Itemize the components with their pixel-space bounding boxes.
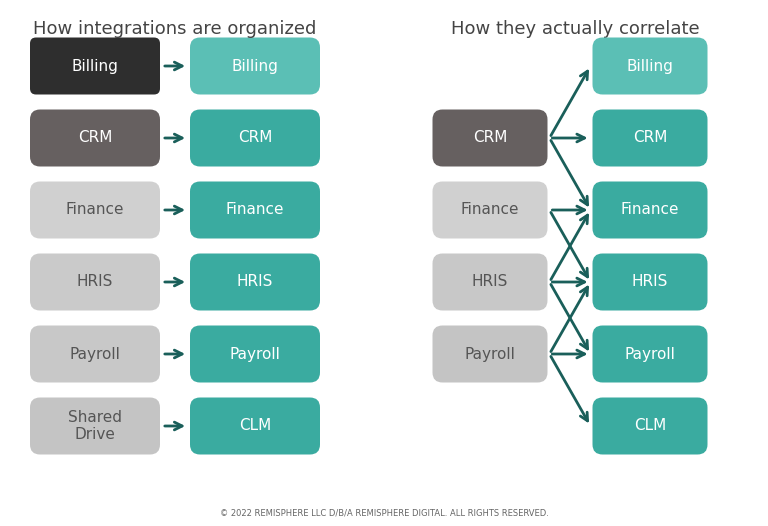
Text: Payroll: Payroll bbox=[465, 347, 515, 361]
Text: CRM: CRM bbox=[633, 130, 667, 146]
Text: Finance: Finance bbox=[621, 203, 679, 217]
FancyBboxPatch shape bbox=[432, 109, 548, 167]
FancyBboxPatch shape bbox=[190, 254, 320, 310]
Text: Billing: Billing bbox=[627, 58, 674, 74]
Text: CRM: CRM bbox=[78, 130, 112, 146]
FancyBboxPatch shape bbox=[30, 181, 160, 238]
FancyBboxPatch shape bbox=[190, 326, 320, 382]
Text: HRIS: HRIS bbox=[632, 275, 668, 289]
FancyBboxPatch shape bbox=[30, 109, 160, 167]
FancyBboxPatch shape bbox=[432, 326, 548, 382]
FancyBboxPatch shape bbox=[30, 398, 160, 454]
Text: HRIS: HRIS bbox=[237, 275, 273, 289]
Text: Finance: Finance bbox=[66, 203, 124, 217]
FancyBboxPatch shape bbox=[592, 109, 707, 167]
FancyBboxPatch shape bbox=[30, 254, 160, 310]
Text: © 2022 REMISPHERE LLC D/B/A REMISPHERE DIGITAL. ALL RIGHTS RESERVED.: © 2022 REMISPHERE LLC D/B/A REMISPHERE D… bbox=[220, 509, 548, 518]
Text: Payroll: Payroll bbox=[624, 347, 675, 361]
Text: How they actually correlate: How they actually correlate bbox=[451, 20, 700, 38]
FancyBboxPatch shape bbox=[592, 398, 707, 454]
FancyBboxPatch shape bbox=[592, 326, 707, 382]
FancyBboxPatch shape bbox=[432, 254, 548, 310]
Text: HRIS: HRIS bbox=[472, 275, 508, 289]
FancyBboxPatch shape bbox=[432, 181, 548, 238]
Text: CRM: CRM bbox=[473, 130, 507, 146]
Text: Billing: Billing bbox=[71, 58, 118, 74]
FancyBboxPatch shape bbox=[190, 398, 320, 454]
Text: How integrations are organized: How integrations are organized bbox=[33, 20, 316, 38]
FancyBboxPatch shape bbox=[190, 37, 320, 95]
Text: Billing: Billing bbox=[232, 58, 279, 74]
Text: Finance: Finance bbox=[226, 203, 284, 217]
Text: CLM: CLM bbox=[239, 419, 271, 433]
Text: Shared
Drive: Shared Drive bbox=[68, 410, 122, 442]
Text: CLM: CLM bbox=[634, 419, 666, 433]
Text: Finance: Finance bbox=[461, 203, 519, 217]
FancyBboxPatch shape bbox=[30, 37, 160, 95]
FancyBboxPatch shape bbox=[190, 181, 320, 238]
FancyBboxPatch shape bbox=[190, 109, 320, 167]
FancyBboxPatch shape bbox=[592, 254, 707, 310]
FancyBboxPatch shape bbox=[30, 326, 160, 382]
FancyBboxPatch shape bbox=[592, 37, 707, 95]
FancyBboxPatch shape bbox=[592, 181, 707, 238]
Text: Payroll: Payroll bbox=[230, 347, 280, 361]
Text: HRIS: HRIS bbox=[77, 275, 113, 289]
Text: CRM: CRM bbox=[238, 130, 272, 146]
Text: Payroll: Payroll bbox=[70, 347, 121, 361]
